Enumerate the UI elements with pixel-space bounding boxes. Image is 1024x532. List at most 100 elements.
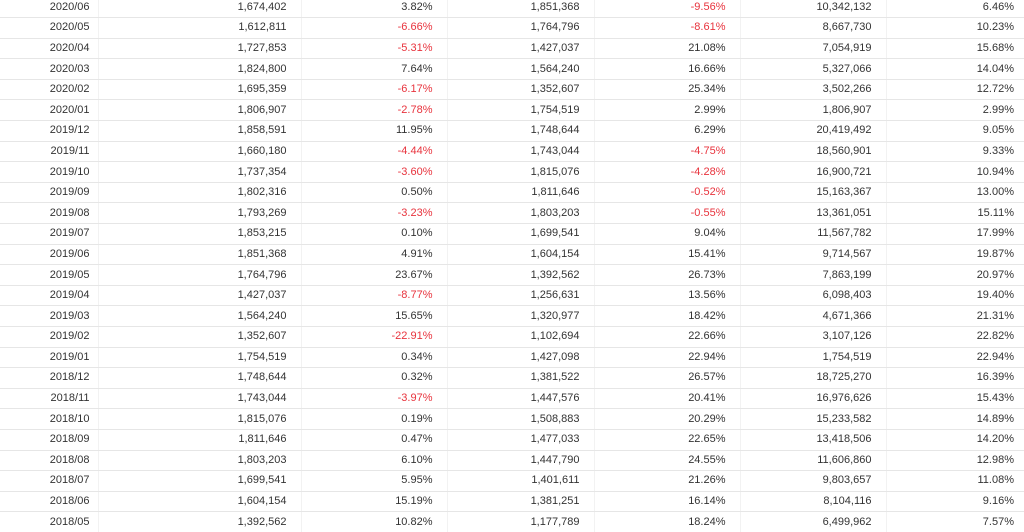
yoy-change-cell: 16.14% [594, 491, 741, 513]
prior-value-cell: 1,811,646 [447, 182, 595, 204]
change-cell: -4.44% [301, 141, 448, 163]
cumulative-value-cell: 6,499,962 [740, 511, 887, 532]
cumulative-change-cell: 16.39% [886, 367, 1024, 389]
table-row: 2019/05 1,764,796 23.67% 1,392,562 26.73% 7,8… [0, 264, 1024, 286]
prior-value-cell: 1,564,240 [447, 58, 595, 80]
table-row: 2020/01 1,806,907 -2.78% 1,754,519 2.99% 1,80… [0, 99, 1024, 122]
value-cell: 1,743,044 [98, 388, 302, 410]
table-row: 2020/02 1,695,359 -6.17% 1,352,607 25.34% 3,5… [0, 79, 1024, 101]
cumulative-change-cell: 22.94% [886, 347, 1024, 369]
cumulative-change-cell: 9.16% [886, 491, 1024, 513]
yoy-change-cell: 22.66% [594, 326, 741, 348]
value-cell: 1,802,316 [98, 182, 302, 204]
month-cell: 2018/07 [0, 470, 99, 492]
change-cell: -22.91% [301, 326, 448, 348]
cumulative-change-cell: 7.57% [886, 511, 1024, 532]
table-row: 2019/09 1,802,316 0.50% 1,811,646 -0.52% 15,1… [0, 182, 1024, 204]
cumulative-value-cell: 13,418,506 [740, 429, 887, 451]
cumulative-value-cell: 10,342,132 [740, 0, 887, 19]
cumulative-value-cell: 8,104,116 [740, 491, 887, 513]
yoy-change-cell: 25.34% [594, 79, 741, 101]
cumulative-value-cell: 1,806,907 [740, 99, 887, 122]
table-row: 2018/09 1,811,646 0.47% 1,477,033 22.65% 13,4… [0, 429, 1024, 451]
value-cell: 1,824,800 [98, 58, 302, 80]
cumulative-value-cell: 20,419,492 [740, 120, 887, 142]
table-row: 2018/06 1,604,154 15.19% 1,381,251 16.14% 8,1… [0, 491, 1024, 513]
yoy-change-cell: 22.65% [594, 429, 741, 451]
month-cell: 2020/01 [0, 99, 99, 122]
cumulative-change-cell: 14.20% [886, 429, 1024, 451]
table-row: 2018/05 1,392,562 10.82% 1,177,789 18.24% 6,4… [0, 511, 1024, 532]
cumulative-change-cell: 21.31% [886, 305, 1024, 327]
month-cell: 2018/06 [0, 491, 99, 513]
cumulative-change-cell: 11.08% [886, 470, 1024, 492]
cumulative-value-cell: 8,667,730 [740, 17, 887, 39]
prior-value-cell: 1,427,098 [447, 347, 595, 369]
prior-value-cell: 1,477,033 [447, 429, 595, 451]
change-cell: 7.64% [301, 58, 448, 80]
value-cell: 1,699,541 [98, 470, 302, 492]
month-cell: 2018/11 [0, 388, 99, 410]
cumulative-change-cell: 15.43% [886, 388, 1024, 410]
month-cell: 2018/09 [0, 429, 99, 451]
yoy-change-cell: 21.26% [594, 470, 741, 492]
cumulative-value-cell: 18,560,901 [740, 141, 887, 163]
yoy-change-cell: 20.29% [594, 408, 741, 430]
prior-value-cell: 1,381,251 [447, 491, 595, 513]
yoy-change-cell: 2.99% [594, 99, 741, 122]
change-cell: 23.67% [301, 264, 448, 286]
yoy-change-cell: 21.08% [594, 38, 741, 60]
table-row: 2019/02 1,352,607 -22.91% 1,102,694 22.66% 3,… [0, 326, 1024, 348]
month-cell: 2019/01 [0, 347, 99, 369]
cumulative-change-cell: 13.00% [886, 182, 1024, 204]
prior-value-cell: 1,764,796 [447, 17, 595, 39]
prior-value-cell: 1,256,631 [447, 285, 595, 307]
cumulative-change-cell: 15.68% [886, 38, 1024, 60]
value-cell: 1,695,359 [98, 79, 302, 101]
month-cell: 2019/11 [0, 141, 99, 163]
prior-value-cell: 1,815,076 [447, 161, 595, 183]
cumulative-change-cell: 20.97% [886, 264, 1024, 286]
value-cell: 1,660,180 [98, 141, 302, 163]
value-cell: 1,427,037 [98, 285, 302, 307]
month-cell: 2019/10 [0, 161, 99, 183]
change-cell: 6.10% [301, 450, 448, 472]
change-cell: -3.23% [301, 202, 448, 225]
prior-value-cell: 1,748,644 [447, 120, 595, 142]
prior-value-cell: 1,381,522 [447, 367, 595, 389]
cumulative-value-cell: 3,107,126 [740, 326, 887, 348]
value-cell: 1,754,519 [98, 347, 302, 369]
cumulative-value-cell: 11,606,860 [740, 450, 887, 472]
change-cell: 15.19% [301, 491, 448, 513]
month-cell: 2020/04 [0, 38, 99, 60]
prior-value-cell: 1,427,037 [447, 38, 595, 60]
table-row: 2018/08 1,803,203 6.10% 1,447,790 24.55% 11,6… [0, 450, 1024, 472]
yoy-change-cell: -0.52% [594, 182, 741, 204]
value-cell: 1,737,354 [98, 161, 302, 183]
cumulative-value-cell: 6,098,403 [740, 285, 887, 307]
month-cell: 2018/08 [0, 450, 99, 472]
yoy-change-cell: 9.04% [594, 223, 741, 245]
table-row: 2018/10 1,815,076 0.19% 1,508,883 20.29% 15,2… [0, 408, 1024, 430]
cumulative-change-cell: 14.89% [886, 408, 1024, 430]
change-cell: -2.78% [301, 99, 448, 122]
value-cell: 1,793,269 [98, 202, 302, 225]
prior-value-cell: 1,102,694 [447, 326, 595, 348]
change-cell: 0.10% [301, 223, 448, 245]
prior-value-cell: 1,320,977 [447, 305, 595, 327]
change-cell: 15.65% [301, 305, 448, 327]
cumulative-value-cell: 15,233,582 [740, 408, 887, 430]
value-cell: 1,674,402 [98, 0, 302, 19]
table-row: 2020/06 1,674,402 3.82% 1,851,368 -9.56% 10,3… [0, 0, 1024, 19]
month-cell: 2020/02 [0, 79, 99, 101]
prior-value-cell: 1,803,203 [447, 202, 595, 225]
cumulative-change-cell: 12.98% [886, 450, 1024, 472]
cumulative-change-cell: 22.82% [886, 326, 1024, 348]
cumulative-value-cell: 9,803,657 [740, 470, 887, 492]
table-row: 2019/10 1,737,354 -3.60% 1,815,076 -4.28% 16,… [0, 161, 1024, 183]
cumulative-change-cell: 10.23% [886, 17, 1024, 39]
prior-value-cell: 1,177,789 [447, 511, 595, 532]
table-row: 2020/04 1,727,853 -5.31% 1,427,037 21.08% 7,0… [0, 38, 1024, 60]
